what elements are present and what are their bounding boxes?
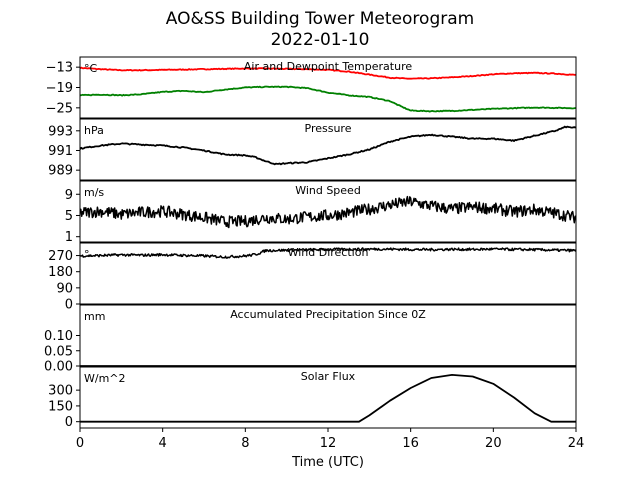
- y-tick-label-solar: 300: [48, 384, 73, 399]
- y-tick-label-solar: 0: [65, 415, 73, 430]
- y-tick-label-pressure: 989: [48, 164, 73, 179]
- x-tick-label: 4: [159, 436, 167, 451]
- panel-label-temp: Air and Dewpoint Temperature: [244, 60, 412, 73]
- panel-label-precip: Accumulated Precipitation Since 0Z: [230, 308, 426, 321]
- y-tick-label-temp: −19: [46, 81, 73, 96]
- panel-label-wind_speed: Wind Speed: [295, 184, 361, 197]
- y-tick-label-wind_dir: 0: [65, 298, 73, 313]
- y-tick-label-wind_speed: 5: [65, 209, 73, 224]
- series-line-temp-0: [80, 66, 576, 80]
- panel-precip: 0.100.050.00 mm Accumulated Precipitation …: [44, 304, 577, 375]
- panel-wind_speed: 9 5 1 m/s Wind Speed: [65, 180, 577, 245]
- x-tick-label: 20: [485, 436, 502, 451]
- x-axis: 0 4 8 12 16 20 24: [76, 428, 584, 451]
- panels-group: −13 −19 −25 °C Air and Dewpoint Temperature 9…: [44, 56, 577, 430]
- panel-label-solar: Solar Flux: [301, 370, 356, 383]
- x-tick-label: 0: [76, 436, 84, 451]
- y-tick-label-pressure: 993: [48, 124, 73, 139]
- series-line-solar-0: [80, 374, 576, 423]
- panel-pressure: 993 991 989 hPa Pressure: [48, 118, 577, 181]
- y-tick-label-wind_speed: 9: [65, 188, 73, 203]
- panel-unit-wind_speed: m/s: [84, 186, 104, 199]
- y-tick-label-precip: 0.00: [44, 360, 73, 375]
- panel-frame-wind_speed: [79, 180, 577, 243]
- panel-unit-pressure: hPa: [84, 124, 104, 137]
- panel-unit-temp: °C: [84, 62, 98, 75]
- chart-subtitle: 2022-01-10: [271, 30, 370, 50]
- y-tick-label-wind_dir: 270: [48, 249, 73, 264]
- y-tick-label-pressure: 991: [48, 144, 73, 159]
- series-line-wind_dir-0: [80, 247, 576, 259]
- y-tick-label-temp: −25: [46, 101, 73, 116]
- panel-unit-wind_dir: °: [84, 248, 90, 261]
- panel-label-pressure: Pressure: [305, 122, 352, 135]
- panel-temp: −13 −19 −25 °C Air and Dewpoint Temperature: [46, 56, 577, 119]
- x-axis-label: Time (UTC): [291, 455, 364, 470]
- series-line-wind_speed-0: [80, 195, 576, 229]
- x-tick-label: 12: [320, 436, 337, 451]
- chart-title: AO&SS Building Tower Meteorogram: [166, 9, 474, 29]
- x-tick-label: 24: [568, 436, 585, 451]
- panel-label-wind_dir: Wind Direction: [288, 246, 369, 259]
- x-tick-label: 16: [402, 436, 419, 451]
- series-line-pressure-0: [80, 125, 576, 166]
- panel-frame-wind_dir: [79, 242, 577, 305]
- y-tick-label-wind_dir: 90: [56, 281, 73, 296]
- y-tick-label-solar: 150: [48, 399, 73, 414]
- y-tick-label-precip: 0.10: [44, 329, 73, 344]
- x-tick-label: 8: [241, 436, 249, 451]
- y-tick-label-precip: 0.05: [44, 344, 73, 359]
- panel-unit-precip: mm: [84, 310, 105, 323]
- y-tick-label-wind_dir: 180: [48, 265, 73, 280]
- panel-unit-solar: W/m^2: [84, 372, 126, 385]
- series-line-temp-1: [80, 85, 576, 113]
- y-tick-label-wind_speed: 1: [65, 230, 73, 245]
- panel-frame-pressure: [79, 118, 577, 181]
- y-tick-label-temp: −13: [46, 61, 73, 76]
